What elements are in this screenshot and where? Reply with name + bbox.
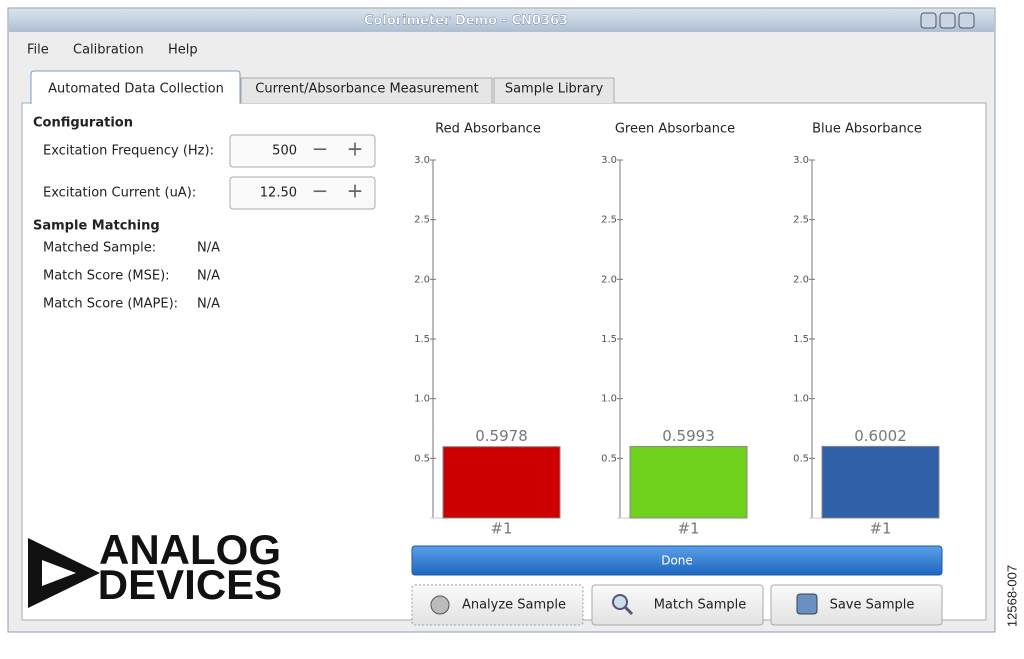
bar [629,445,748,519]
match-label: Match Score (MSE): [43,269,170,284]
x-tick-label: #1 [490,520,512,538]
x-tick-label: #1 [869,520,891,538]
minimize-button[interactable] [920,12,937,29]
chart-title: Blue Absorbance [812,122,922,137]
y-tick-label: 2.0 [793,274,809,285]
tab[interactable] [240,77,493,103]
bar [442,446,561,519]
decrement[interactable]: − [312,179,329,203]
menu-item[interactable]: Calibration [73,43,144,58]
logo-mark-inner [42,560,76,586]
y-tick-label: 3.0 [793,155,809,166]
value-label: 0.6002 [854,427,907,445]
tab-active[interactable] [30,70,241,104]
section-heading: Sample Matching [33,219,160,234]
tab-label[interactable]: Automated Data Collection [48,82,224,97]
chart-title: Green Absorbance [615,122,735,137]
chart-title: Red Absorbance [435,122,541,137]
y-tick-label: 0.5 [601,453,617,464]
field-label: Excitation Frequency (Hz): [43,144,214,159]
increment[interactable]: + [347,137,364,161]
analyze-button[interactable] [411,584,584,626]
progress-bar [411,545,943,576]
spin-box[interactable] [229,176,376,210]
title-bar [9,9,994,32]
icon [796,593,818,615]
progress-label: Done [661,554,693,568]
y-tick-label: 1.5 [793,334,809,345]
section-heading: Configuration [33,116,133,131]
y-tick-label: 2.5 [793,215,809,226]
charts: Red Absorbance 0.5 1.0 1.5 2.0 2.5 3.0 0.5978 #1… [414,122,940,538]
value-label: 0.5978 [475,427,528,445]
spin-box[interactable] [229,134,376,168]
logo-text: ANALOG [99,526,281,573]
window-title: Colorimeter Demo - CN0363 [364,14,568,29]
y-tick-label: 0.5 [793,453,809,464]
match-button[interactable] [591,584,764,626]
figure-id: 12568-007 [1004,565,1019,627]
y-tick-label: 2.5 [601,215,617,226]
tab[interactable] [493,77,615,103]
value-label: 0.5993 [662,427,715,445]
match-value: N/A [197,241,220,256]
y-tick-label: 2.0 [601,274,617,285]
icon [612,594,628,610]
match-value: N/A [197,269,220,284]
tab-label[interactable]: Sample Library [505,82,604,97]
y-tick-label: 1.5 [601,334,617,345]
y-tick-label: 1.0 [601,394,617,405]
match-label: Match Score (MAPE): [43,297,178,312]
y-tick-label: 3.0 [414,155,430,166]
match-label: Matched Sample: [43,241,156,256]
window-controls[interactable] [920,12,975,29]
y-tick-label: 3.0 [601,155,617,166]
button-label[interactable]: Save Sample [830,598,915,613]
maximize-button[interactable] [939,12,956,29]
button-label[interactable]: Analyze Sample [462,598,566,613]
y-tick-label: 0.5 [414,453,430,464]
bar [821,445,940,519]
field-value[interactable]: 12.50 [260,186,297,201]
y-tick-label: 2.0 [414,274,430,285]
close-button[interactable] [958,12,975,29]
y-tick-label: 2.5 [414,215,430,226]
menu-item[interactable]: File [27,43,49,58]
button-label[interactable]: Match Sample [654,598,747,613]
increment[interactable]: + [347,179,364,203]
y-tick-label: 1.0 [414,394,430,405]
icon [623,605,634,616]
tab-panel [21,102,987,621]
x-tick-label: #1 [677,520,699,538]
decrement[interactable]: − [312,137,329,161]
field-label: Excitation Current (uA): [43,186,196,201]
y-tick-label: 1.5 [414,334,430,345]
y-tick-label: 1.0 [793,394,809,405]
icon [430,595,450,615]
field-value[interactable]: 500 [272,144,297,159]
tab-label[interactable]: Current/Absorbance Measurement [255,82,478,97]
logo-text: DEVICES [98,561,282,608]
match-value: N/A [197,297,220,312]
menu-item[interactable]: Help [168,43,198,58]
